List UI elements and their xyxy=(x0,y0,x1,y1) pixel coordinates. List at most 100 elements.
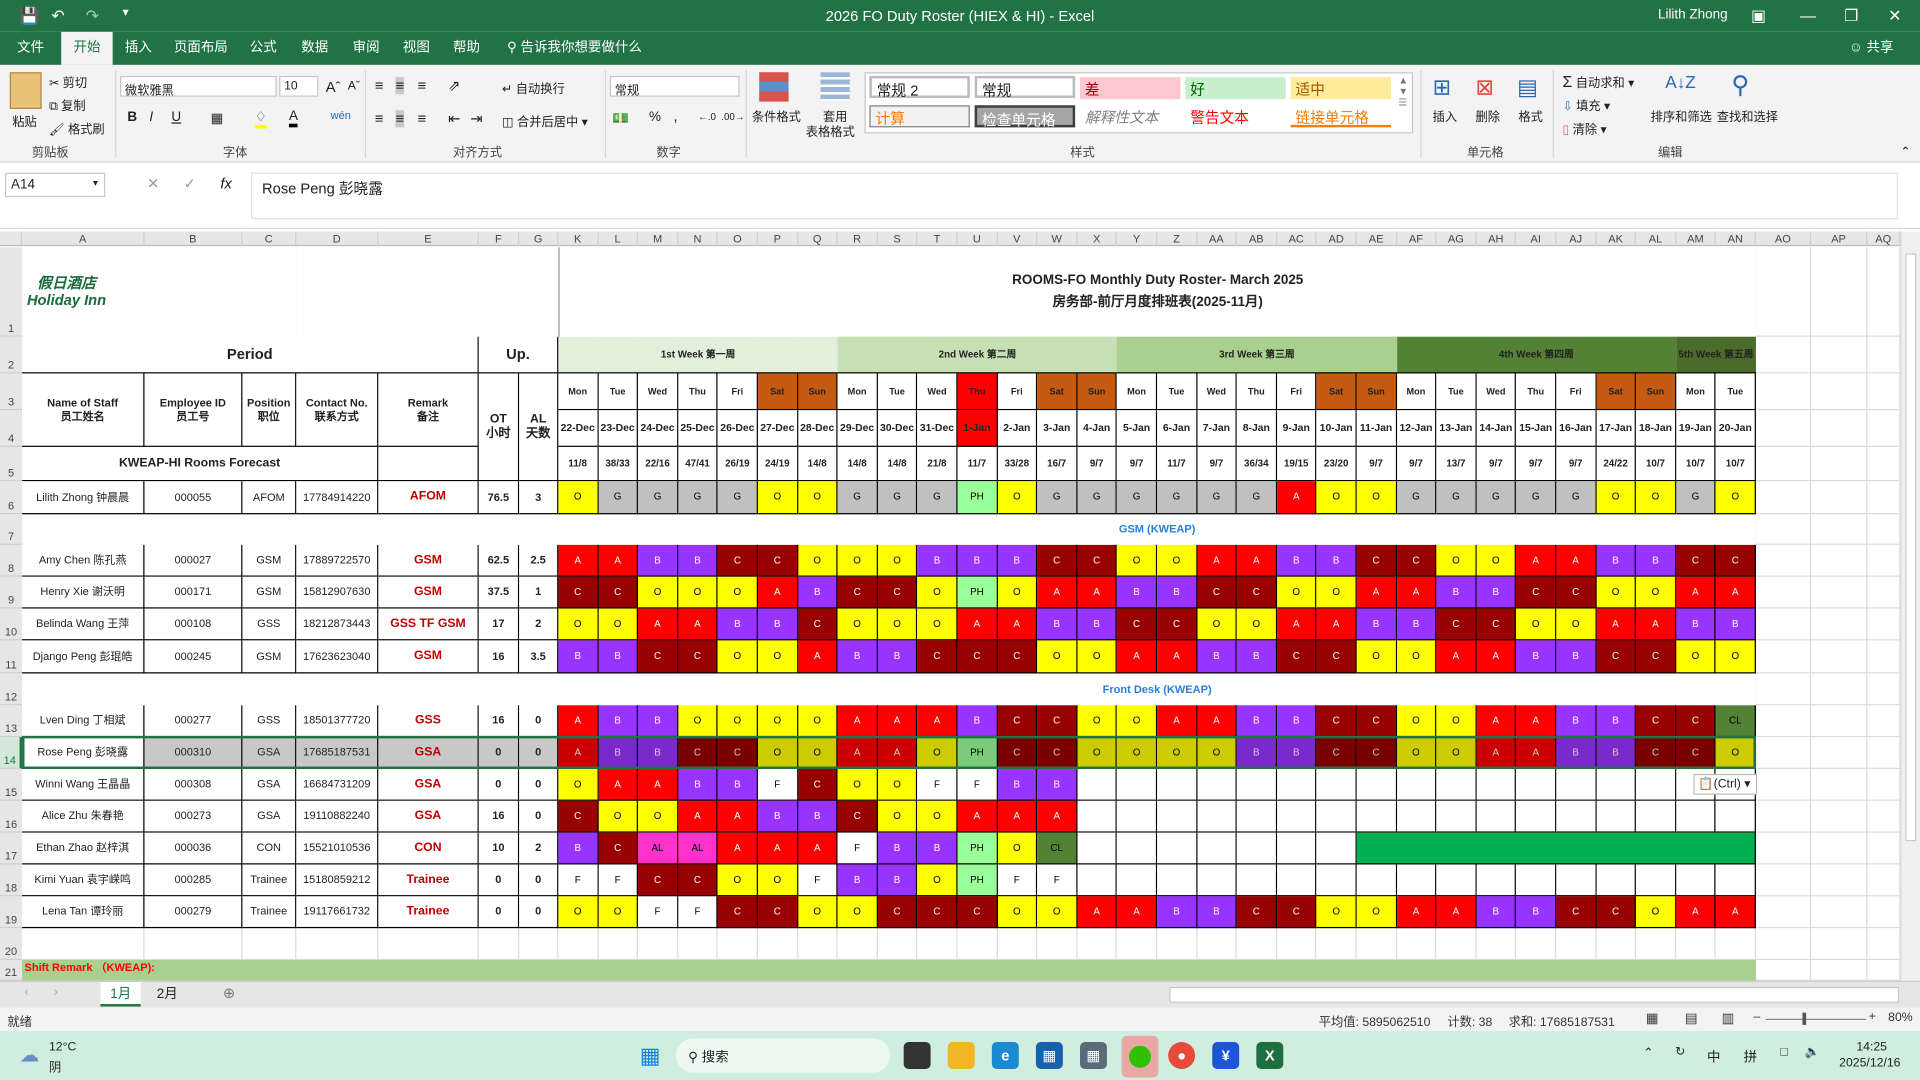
column-header[interactable]: K xyxy=(558,231,599,247)
shift-cell[interactable]: O xyxy=(1596,576,1637,609)
position[interactable]: GSA xyxy=(242,737,297,769)
shift-cell[interactable]: O xyxy=(1396,640,1437,674)
shift-cell[interactable] xyxy=(1516,864,1557,897)
shift-cell[interactable]: AL xyxy=(678,832,719,865)
shift-cell[interactable] xyxy=(1276,800,1317,833)
shift-cell[interactable]: B xyxy=(1316,544,1357,577)
empty-cell[interactable] xyxy=(1867,608,1901,641)
column-header[interactable]: AK xyxy=(1596,231,1637,247)
shift-cell[interactable]: G xyxy=(1117,481,1158,515)
contact-number[interactable]: 17685187531 xyxy=(296,737,379,769)
shift-cell[interactable]: B xyxy=(1476,576,1517,609)
shift-cell[interactable]: F xyxy=(957,768,998,801)
position[interactable]: GSM xyxy=(242,544,297,577)
empty-cell[interactable] xyxy=(877,928,918,961)
empty-cell[interactable] xyxy=(1755,544,1812,577)
empty-cell[interactable] xyxy=(757,928,798,961)
column-header[interactable]: AO xyxy=(1756,231,1812,247)
shift-cell[interactable]: A xyxy=(678,608,719,641)
find-search-icon[interactable]: ⚲ xyxy=(1731,72,1750,100)
empty-cell[interactable] xyxy=(1811,832,1868,865)
empty-cell[interactable] xyxy=(1811,673,1868,706)
shift-cell[interactable]: A xyxy=(1676,576,1716,609)
shift-cell[interactable]: A xyxy=(1596,608,1637,641)
shift-cell[interactable]: A xyxy=(598,768,639,801)
shift-cell[interactable]: B xyxy=(1157,576,1198,609)
empty-cell[interactable] xyxy=(1811,446,1868,482)
vertical-scroll-thumb[interactable] xyxy=(1905,253,1917,842)
fill-button[interactable]: ⇩ 填充 ▾ xyxy=(1562,100,1611,114)
format-as-table-line2[interactable]: 表格格式 xyxy=(805,126,855,140)
ot-hours[interactable]: 10 xyxy=(478,832,520,865)
shift-cell[interactable] xyxy=(1636,864,1677,897)
column-header[interactable]: AF xyxy=(1397,231,1437,247)
empty-cell[interactable] xyxy=(1356,928,1397,961)
shift-cell[interactable]: PH xyxy=(957,481,998,515)
excel-taskbar-icon[interactable]: X xyxy=(1256,1042,1284,1069)
shift-cell[interactable]: O xyxy=(997,481,1038,515)
decrease-indent-icon[interactable]: ⇤ xyxy=(448,110,461,128)
shift-cell[interactable]: C xyxy=(1396,544,1437,577)
row-header[interactable]: 17 xyxy=(0,832,23,865)
shift-cell[interactable]: C xyxy=(1037,705,1078,738)
al-days[interactable]: 0 xyxy=(519,768,559,801)
customize-quick-access-icon[interactable]: ▾ xyxy=(122,6,129,20)
tab-help[interactable]: 帮助 xyxy=(453,40,481,56)
empty-cell[interactable] xyxy=(1867,446,1901,482)
column-header[interactable]: L xyxy=(598,231,639,247)
borders-icon[interactable]: ▦ xyxy=(210,111,224,127)
empty-cell[interactable] xyxy=(1755,832,1812,865)
shift-cell[interactable]: C xyxy=(797,768,838,801)
shift-cell[interactable] xyxy=(1715,800,1756,833)
restore-icon[interactable]: ❐ xyxy=(1844,6,1859,25)
shift-cell[interactable]: A xyxy=(1117,896,1158,929)
shift-cell[interactable]: G xyxy=(1676,481,1716,515)
empty-cell[interactable] xyxy=(1476,928,1517,961)
empty-cell[interactable] xyxy=(1755,768,1812,801)
empty-cell[interactable] xyxy=(1811,640,1868,674)
remark[interactable]: GSA xyxy=(378,737,479,769)
shift-cell[interactable]: A xyxy=(1715,576,1756,609)
shift-cell[interactable]: B xyxy=(1077,608,1118,641)
shift-cell[interactable]: B xyxy=(1236,705,1277,738)
al-days[interactable]: 3.5 xyxy=(519,640,559,674)
empty-cell[interactable] xyxy=(378,928,479,961)
shift-cell[interactable]: O xyxy=(558,481,599,515)
contact-number[interactable]: 18212873443 xyxy=(296,608,379,641)
empty-cell[interactable] xyxy=(1867,960,1901,981)
employee-id[interactable]: 000273 xyxy=(144,800,243,833)
decrease-font-icon[interactable]: Aˇ xyxy=(347,79,361,94)
shift-cell[interactable]: F xyxy=(598,864,639,897)
shift-cell[interactable]: C xyxy=(718,896,758,929)
comma-button[interactable]: , xyxy=(673,107,678,125)
shift-cell[interactable]: C xyxy=(1117,608,1158,641)
shift-cell[interactable]: B xyxy=(797,800,838,833)
shift-cell[interactable]: O xyxy=(757,640,798,674)
shift-cell[interactable]: G xyxy=(718,481,758,515)
column-header[interactable]: AJ xyxy=(1556,231,1597,247)
row-header[interactable]: 19 xyxy=(0,896,23,929)
shift-cell[interactable] xyxy=(1316,832,1357,865)
shift-cell[interactable]: G xyxy=(1516,481,1557,515)
shift-cell[interactable]: O xyxy=(1037,640,1078,674)
shift-cell[interactable]: PH xyxy=(957,864,998,897)
shift-cell[interactable]: C xyxy=(718,737,758,769)
shift-cell[interactable]: O xyxy=(1037,896,1078,929)
shift-cell[interactable]: G xyxy=(1556,481,1597,515)
tab-page-layout[interactable]: 页面布局 xyxy=(173,40,228,56)
shift-cell[interactable]: O xyxy=(797,705,838,738)
empty-cell[interactable] xyxy=(1867,864,1901,897)
shift-cell[interactable]: O xyxy=(1077,705,1118,738)
empty-cell[interactable] xyxy=(1811,928,1868,961)
paste-icon[interactable] xyxy=(9,72,42,109)
orientation-icon[interactable]: ⇗ xyxy=(448,77,461,95)
staff-name[interactable]: Lven Ding 丁相斌 xyxy=(22,705,145,738)
shift-cell[interactable] xyxy=(1356,800,1397,833)
empty-cell[interactable] xyxy=(1755,960,1812,981)
shift-cell[interactable]: G xyxy=(1037,481,1078,515)
shift-cell[interactable]: B xyxy=(957,705,998,738)
shift-cell[interactable]: O xyxy=(1316,481,1357,515)
contact-number[interactable]: 19110882240 xyxy=(296,800,379,833)
position[interactable]: AFOM xyxy=(242,481,297,515)
shift-cell[interactable]: O xyxy=(718,705,758,738)
